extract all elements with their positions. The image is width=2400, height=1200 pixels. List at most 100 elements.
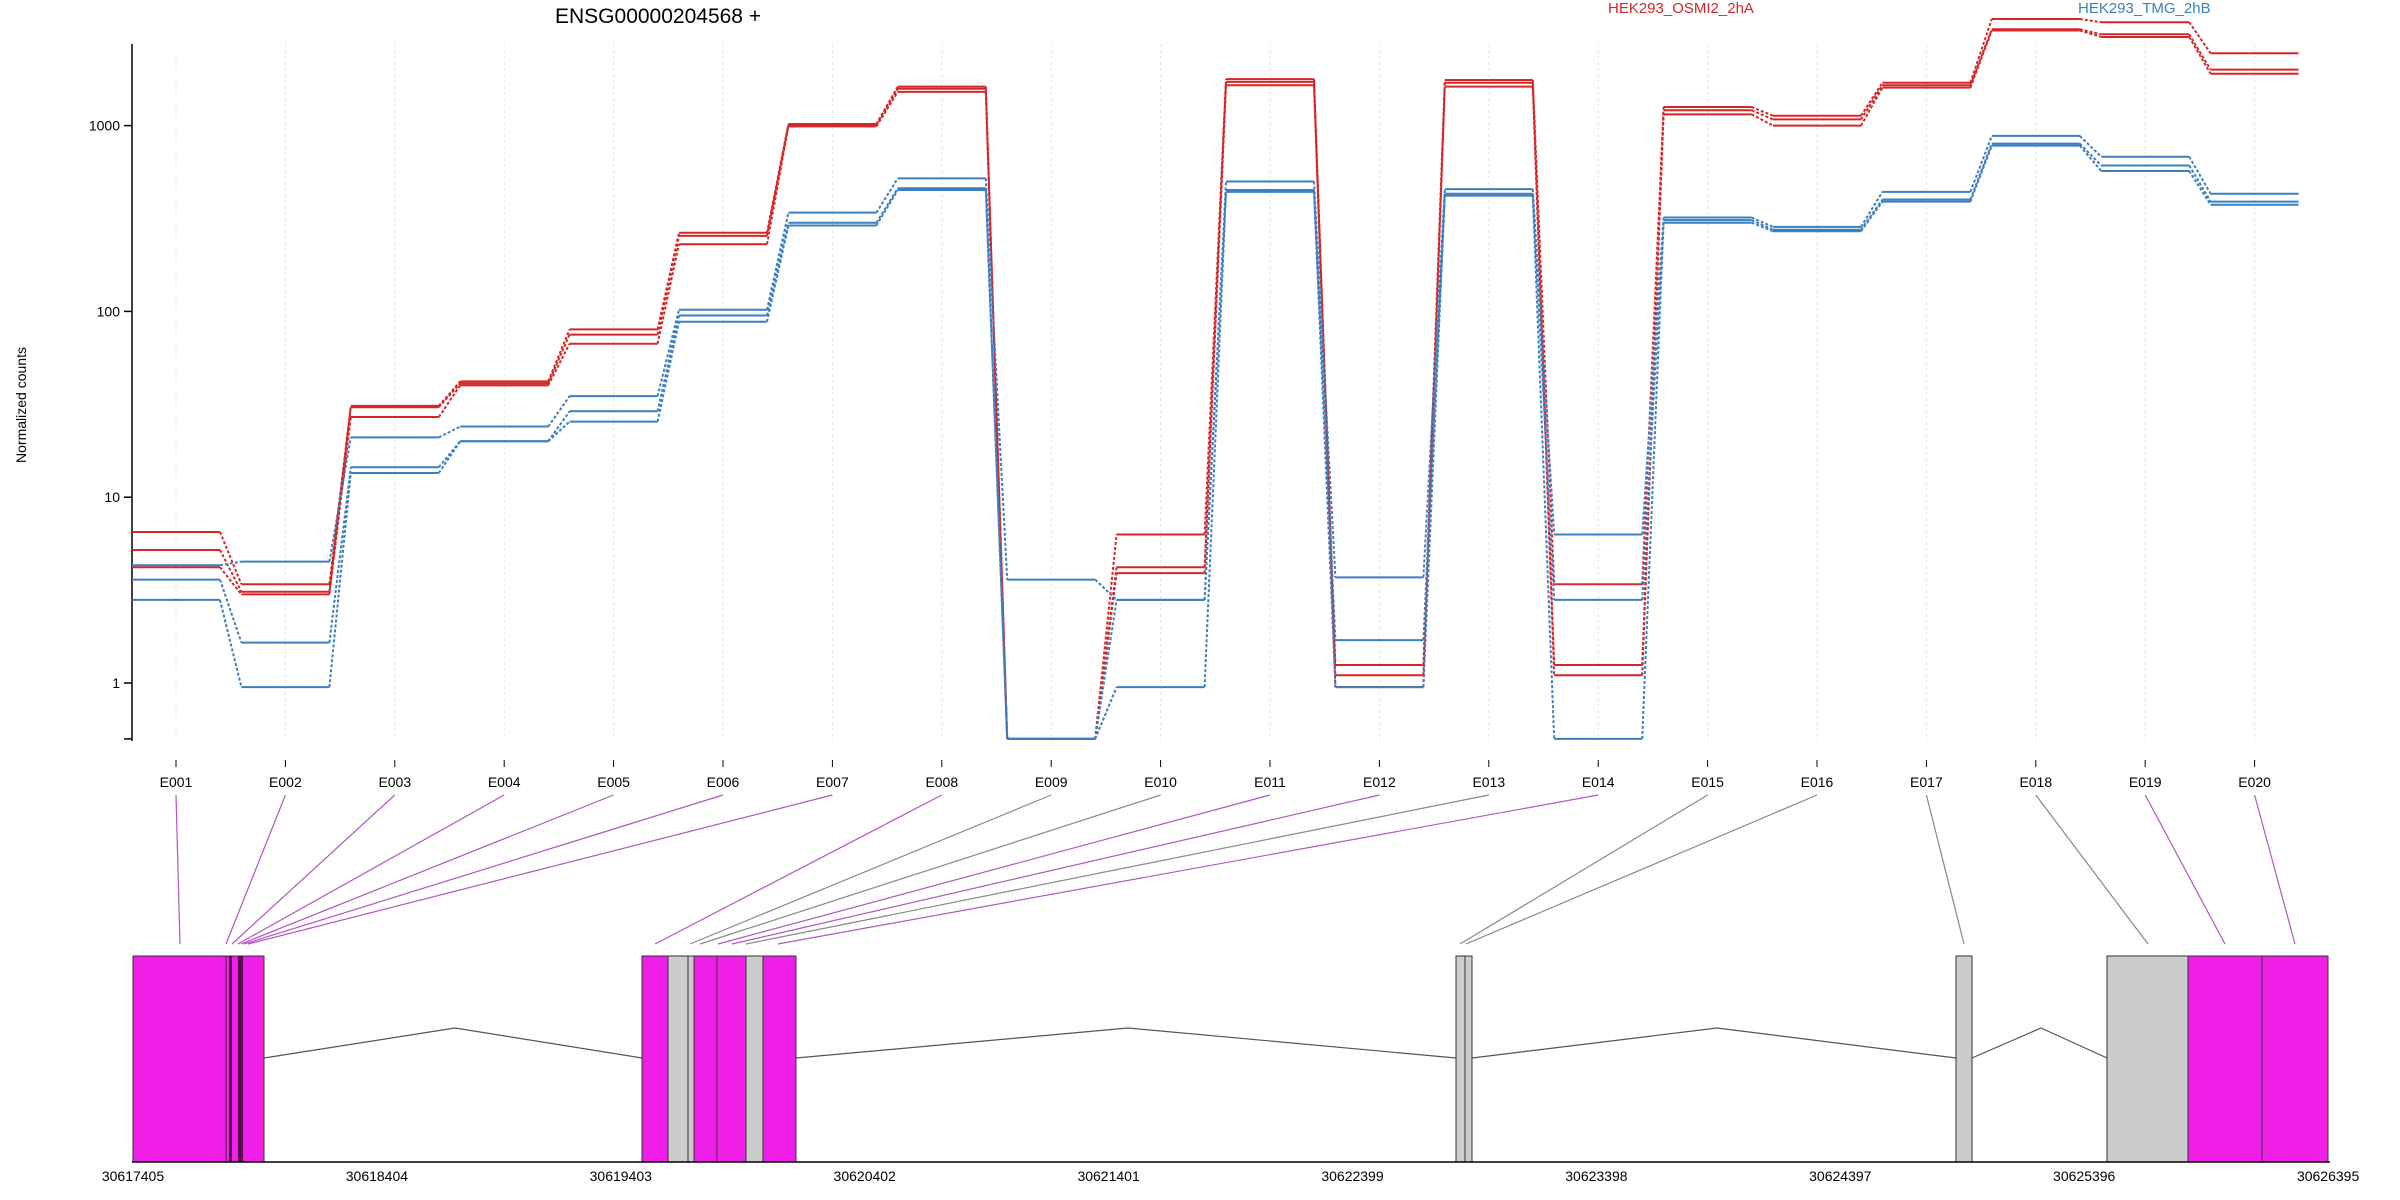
- exon-label-E019: E019: [2129, 774, 2162, 790]
- y-axis-label: Normalized counts: [13, 347, 29, 463]
- coordinate-label: 30623398: [1565, 1168, 1628, 1184]
- series-connector: [656, 243, 680, 344]
- genomic-coordinates: 30617405 30618404 30619403 30620402 30621401…: [102, 1168, 2360, 1184]
- series-connector: [875, 91, 899, 127]
- series-connector: [1094, 599, 1118, 740]
- exon-connector: [1465, 794, 1818, 945]
- series-connector: [1751, 109, 1774, 121]
- series-connector: [2188, 164, 2212, 203]
- exon-label-E011: E011: [1254, 774, 1286, 790]
- exon-label-E014: E014: [1582, 774, 1615, 790]
- series-connector: [2188, 156, 2212, 195]
- series-connector: [1860, 84, 1884, 120]
- series-connector: [547, 395, 571, 428]
- series-connector: [2079, 17, 2102, 24]
- series-connector: [1641, 220, 1665, 600]
- legend-entry-osmi: HEK293_OSMI2_2hA: [1608, 0, 1754, 17]
- exon-connector: [175, 794, 181, 945]
- series-connector: [1422, 82, 1446, 676]
- exon-connector: [2144, 794, 2226, 945]
- series-connector: [2079, 28, 2102, 36]
- exon-connector: [699, 794, 1161, 945]
- series-connector: [984, 178, 1009, 580]
- series-connector: [219, 566, 243, 595]
- exon-connector: [777, 794, 1599, 945]
- vertical-gridlines: [175, 44, 2256, 741]
- series-connector: [1094, 686, 1118, 740]
- y-tick-label: 100: [97, 303, 121, 319]
- series-connector: [547, 334, 571, 384]
- exon-label-E020: E020: [2238, 774, 2271, 790]
- series-connector: [656, 232, 680, 330]
- exon-connector: [240, 794, 614, 945]
- series-connector: [1313, 189, 1337, 641]
- exon-label-E006: E006: [707, 774, 740, 790]
- legend-entry-tmg: HEK293_TMG_2hB: [2078, 0, 2211, 17]
- exon-connectors: [175, 794, 2296, 945]
- exon-box: [667, 955, 689, 1163]
- series-connector: [1531, 189, 1556, 535]
- series-connector: [1751, 113, 1774, 127]
- exon-box: [693, 955, 718, 1163]
- coordinate-label: 30624397: [1809, 1168, 1872, 1184]
- series-connector: [219, 549, 243, 593]
- series-connector: [766, 225, 790, 322]
- y-tick-label: 1: [112, 675, 120, 691]
- exon-connector: [1925, 794, 1965, 945]
- series-connector: [766, 212, 790, 311]
- series-connector: [1094, 534, 1118, 740]
- series-connector: [1860, 87, 1884, 127]
- exon-box: [762, 955, 797, 1163]
- series-connector: [547, 329, 571, 382]
- series-connector: [2188, 170, 2212, 206]
- series-connector: [1203, 85, 1227, 574]
- exon-connector: [689, 794, 1052, 945]
- exon-label-E018: E018: [2019, 774, 2052, 790]
- exon-label-E012: E012: [1363, 774, 1396, 790]
- coordinate-label: 30617405: [102, 1168, 165, 1184]
- series-connector: [2079, 29, 2102, 38]
- exon-label-E013: E013: [1472, 774, 1505, 790]
- exon-label-E001: E001: [160, 774, 193, 790]
- intron-line: [263, 1027, 643, 1059]
- exon-connector: [247, 794, 833, 945]
- series-connector: [438, 425, 461, 439]
- exon-labels: E001 E002 E003 E004 E005 E006 E007 E008 E009 E010…: [160, 760, 2271, 790]
- intron-line: [1471, 1027, 1957, 1059]
- series-connector: [1751, 221, 1774, 233]
- coordinate-label: 30619403: [590, 1168, 653, 1184]
- series-connector: [2188, 21, 2212, 54]
- coordinate-label: 30625396: [2053, 1168, 2116, 1184]
- series-connector: [1860, 82, 1884, 117]
- series-connector: [656, 321, 680, 422]
- y-tick-label: 10: [104, 489, 120, 505]
- exon-label-E008: E008: [925, 774, 958, 790]
- exon-label-E002: E002: [269, 774, 302, 790]
- exon-connector: [231, 794, 396, 945]
- series-3: [132, 134, 2299, 601]
- exon-box: [745, 955, 764, 1163]
- series-connector: [547, 410, 571, 442]
- series-connector: [438, 382, 461, 408]
- series-connector: [547, 420, 571, 443]
- exon-connector: [237, 794, 505, 945]
- series-connector: [1751, 216, 1774, 228]
- exon-connector: [2035, 794, 2149, 945]
- exon-box: [687, 955, 695, 1163]
- exon-marker: [229, 956, 232, 1162]
- series-connector: [219, 579, 243, 643]
- series-connector: [1313, 191, 1337, 688]
- exon-label-E009: E009: [1035, 774, 1068, 790]
- exon-box: [1464, 955, 1473, 1163]
- exon-label-E005: E005: [597, 774, 630, 790]
- series-connector: [547, 343, 571, 386]
- intron-line: [1971, 1027, 2108, 1059]
- series-connector: [2079, 145, 2102, 172]
- series-connector: [437, 440, 462, 474]
- exon-marker: [238, 956, 243, 1162]
- series-connector: [656, 235, 680, 335]
- series-connector: [437, 384, 462, 418]
- series-connector: [1641, 217, 1665, 535]
- series-connector: [219, 560, 242, 567]
- exon-connector: [717, 794, 1271, 945]
